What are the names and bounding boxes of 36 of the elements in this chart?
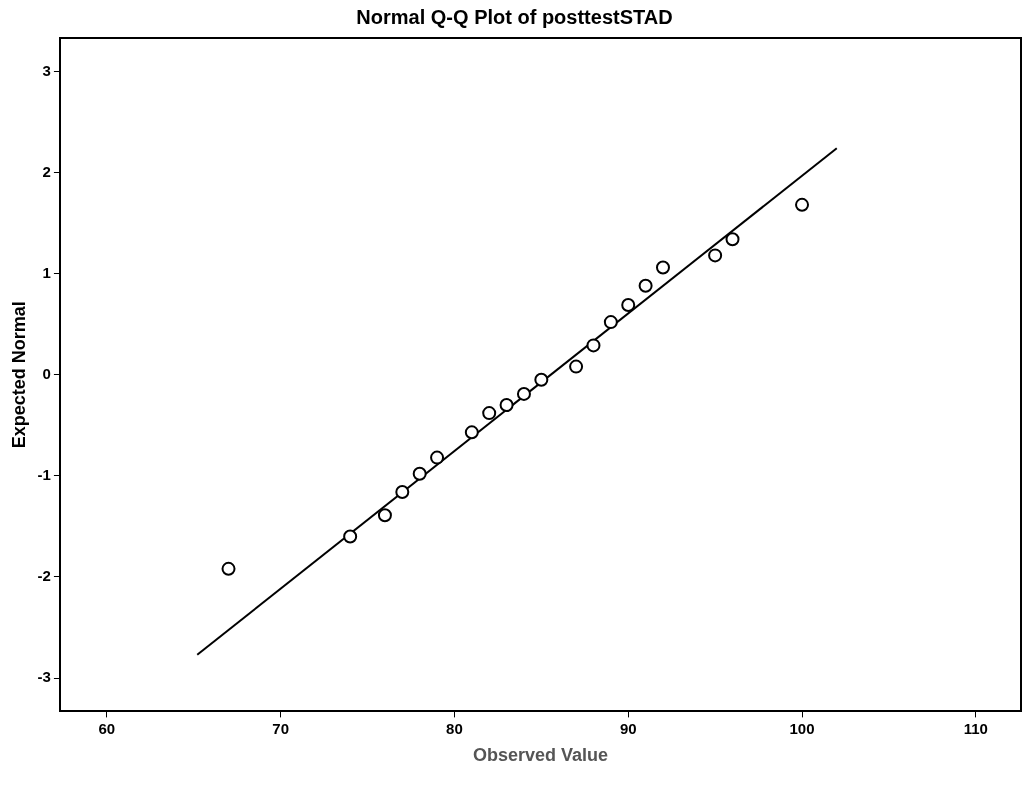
point: [725, 232, 740, 247]
y-axis-title: Expected Normal: [8, 301, 29, 449]
x-tick-label: 60: [98, 719, 116, 737]
point: [603, 315, 618, 330]
point: [621, 297, 636, 312]
y-tick-label: 3: [42, 61, 51, 79]
point: [638, 278, 653, 293]
point: [377, 508, 392, 523]
point: [655, 260, 670, 275]
point: [534, 372, 549, 387]
point: [221, 561, 236, 576]
y-tick-label: 2: [42, 162, 51, 180]
point: [516, 386, 531, 401]
point: [343, 529, 358, 544]
y-tick-label: -1: [37, 465, 51, 483]
x-tick-label: 110: [963, 719, 988, 737]
y-tick-label: -3: [37, 668, 51, 686]
y-tick-label: 0: [42, 364, 51, 382]
point: [795, 197, 810, 212]
x-axis-title: Observed Value: [472, 745, 609, 766]
y-tick-label: -2: [37, 567, 51, 585]
chart-title: Normal Q-Q Plot of posttestSTAD: [356, 5, 673, 28]
point: [499, 398, 514, 413]
point: [586, 338, 601, 353]
point: [430, 450, 445, 465]
y-tick-label: 1: [42, 263, 51, 281]
x-tick-label: 80: [446, 719, 463, 737]
point: [395, 484, 410, 499]
x-tick-label: 90: [619, 719, 637, 737]
point: [412, 466, 427, 481]
point: [569, 359, 584, 374]
point: [708, 248, 723, 263]
point: [464, 425, 479, 440]
x-tick-label: 70: [272, 719, 289, 737]
point: [482, 406, 497, 421]
x-tick-label: 100: [789, 719, 815, 737]
